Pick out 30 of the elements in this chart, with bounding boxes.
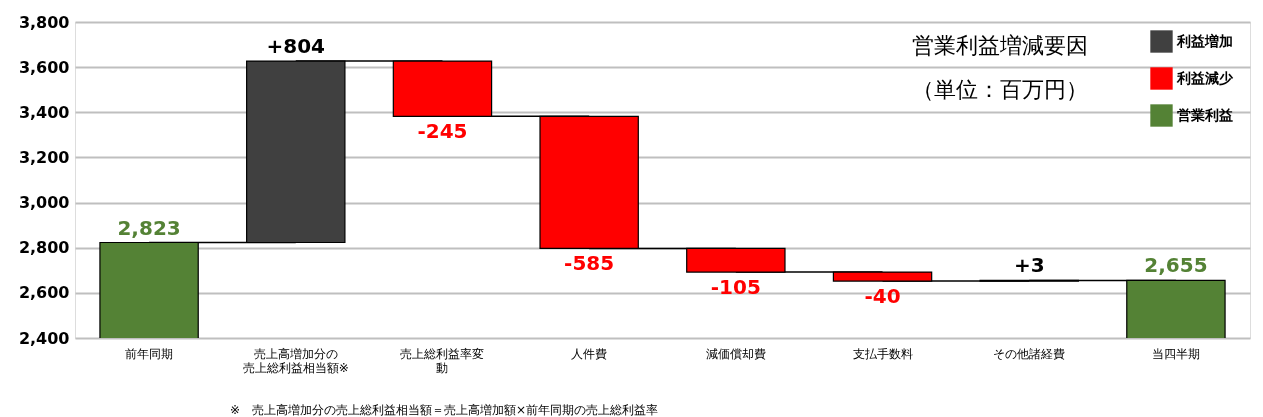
data-label: -105 (710, 275, 761, 300)
x-tick-label: 支払手数料 (852, 346, 913, 361)
data-label: -585 (564, 251, 615, 276)
y-tick-label: 2,600 (18, 283, 70, 303)
legend-label: 利益増加 (1176, 32, 1233, 49)
text: 営業利益増減要因 (912, 33, 1088, 58)
data-label: +3 (1013, 253, 1045, 278)
legend-label: 利益減少 (1176, 69, 1234, 86)
data-label: +804 (266, 34, 326, 59)
y-tick-label: 3,000 (18, 193, 70, 213)
y-tick-label: 3,400 (18, 102, 70, 122)
y-tick-label: 2,800 (18, 238, 70, 258)
x-tick-label: その他諸経費 (993, 346, 1066, 361)
text: ※ 売上高増加分の売上総利益相当額＝売上高増加額×前年同期の売上総利益率 (230, 403, 659, 417)
data-label: -245 (417, 119, 468, 144)
legend-label: 営業利益 (1177, 106, 1233, 123)
y-tick-label: 3,800 (18, 12, 70, 32)
y-tick-label: 2,400 (18, 328, 70, 348)
y-tick-label: 3,600 (18, 57, 70, 77)
x-tick-label: 当四半期 (1151, 346, 1200, 361)
text: （単位：百万円） (912, 77, 1088, 102)
x-tick-label: 売上高増加分の売上総利益相当額※ (242, 346, 349, 375)
x-tick-label: 前年同期 (125, 346, 174, 361)
data-label: 2,823 (117, 215, 181, 240)
data-label: 2,655 (1144, 253, 1208, 278)
y-tick-label: 3,200 (18, 147, 70, 167)
x-tick-label: 減価償却費 (705, 346, 766, 361)
data-label: -40 (864, 284, 901, 309)
x-tick-label: 売上総利益率変動 (400, 346, 485, 375)
x-tick-label: 人件費 (571, 346, 608, 361)
